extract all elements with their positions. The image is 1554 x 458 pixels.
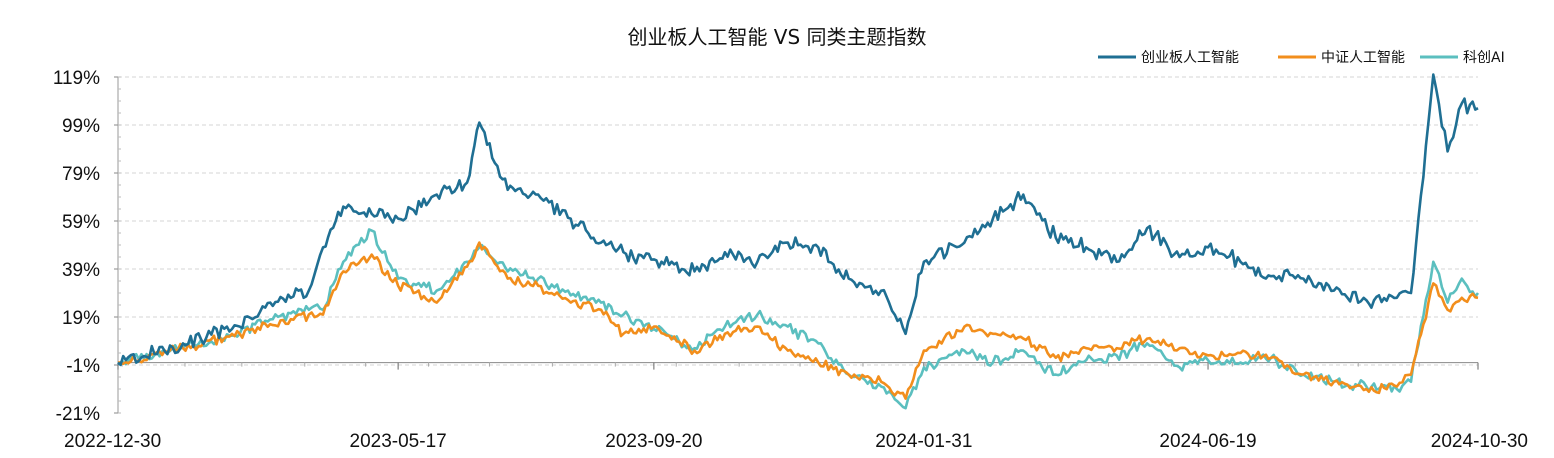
legend-label: 创业板人工智能 [1141, 50, 1239, 66]
y-tick-label: 19% [62, 308, 100, 329]
x-tick-label: 2024-01-31 [875, 431, 972, 452]
y-tick-label: -1% [66, 356, 100, 377]
y-tick-label: 59% [62, 212, 100, 233]
x-tick-label: 2024-06-19 [1159, 431, 1256, 452]
x-axis: 2022-12-30 2023-05-17 2023-09-20 2024-01-31… [64, 362, 1528, 452]
series-line-2 [117, 228, 1480, 410]
x-tick-label: 2023-09-20 [605, 431, 702, 452]
legend: 创业板人工智能 中证人工智能 科创AI [1098, 50, 1505, 66]
series-lines [117, 73, 1480, 410]
y-tick-label: 119% [53, 68, 100, 89]
gridlines [118, 76, 1478, 366]
y-tick-label: 99% [62, 116, 100, 137]
series-line-1 [117, 241, 1479, 400]
y-tick-label: 79% [62, 164, 100, 185]
y-tick-label: -21% [56, 404, 100, 425]
y-axis: 119% 99% 79% 59% 39% 19% -1% -21% [53, 68, 121, 425]
x-tick-label: 2024-10-30 [1431, 431, 1528, 452]
x-tick-label: 2023-05-17 [350, 431, 447, 452]
series-line-0 [117, 73, 1479, 367]
legend-label: 中证人工智能 [1321, 50, 1405, 66]
y-tick-label: 39% [62, 260, 100, 281]
chart-title: 创业板人工智能 VS 同类主题指数 [627, 25, 926, 49]
x-tick-label: 2022-12-30 [64, 431, 161, 452]
legend-label: 科创AI [1463, 50, 1505, 66]
